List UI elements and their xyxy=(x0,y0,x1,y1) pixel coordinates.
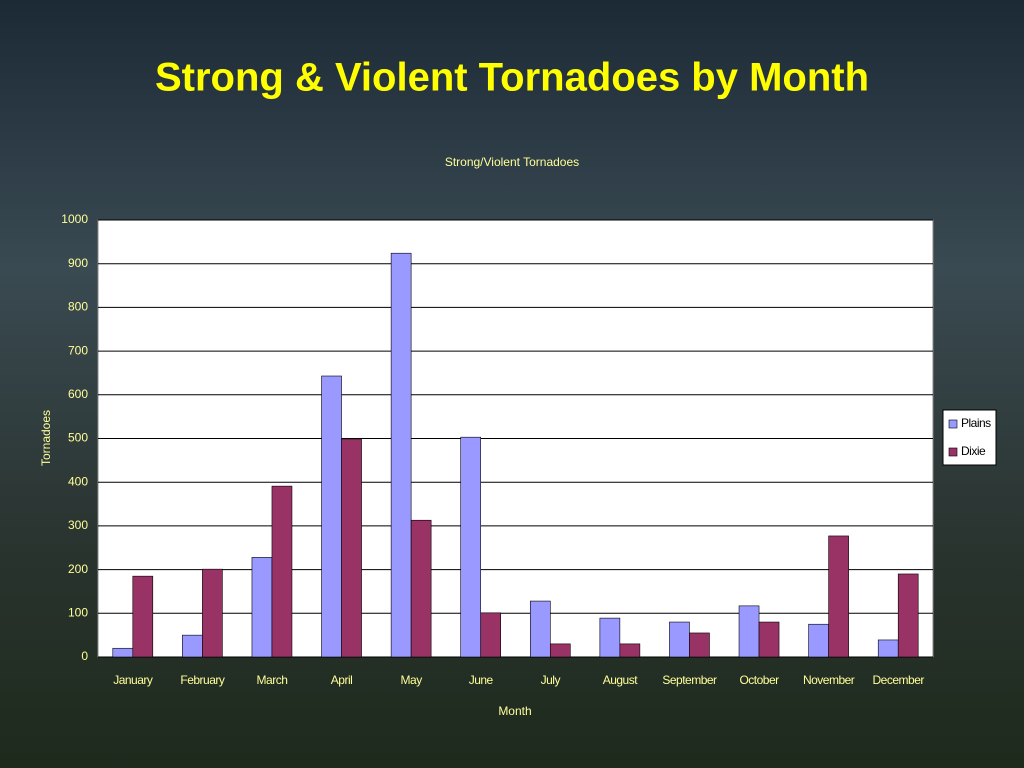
bar xyxy=(132,575,154,658)
bar xyxy=(182,634,203,658)
y-tick-label: 100 xyxy=(68,605,88,619)
chart-title: Strong/Violent Tornadoes xyxy=(445,155,579,169)
y-tick-label: 400 xyxy=(68,474,88,488)
y-tick-label: 700 xyxy=(68,343,88,357)
x-tick-label: January xyxy=(113,673,153,687)
y-tick-label: 800 xyxy=(68,300,88,314)
bar xyxy=(549,643,571,658)
bar xyxy=(877,639,899,658)
bar xyxy=(529,600,551,658)
bar xyxy=(758,621,780,658)
x-tick-label: December xyxy=(873,673,925,687)
bar xyxy=(251,557,273,658)
bar xyxy=(410,519,432,658)
x-tick-label: February xyxy=(180,673,225,687)
x-tick-label: September xyxy=(662,673,717,687)
y-tick-label: 0 xyxy=(81,649,88,663)
bar xyxy=(808,623,829,658)
bar xyxy=(619,643,641,658)
bar xyxy=(321,375,342,658)
bar xyxy=(669,621,690,658)
bar xyxy=(202,568,223,658)
y-tick-label: 300 xyxy=(68,518,88,532)
legend-swatch xyxy=(948,447,958,457)
x-tick-label: July xyxy=(541,673,561,687)
bar xyxy=(341,438,362,658)
x-tick-label: October xyxy=(739,673,779,687)
legend-label: Plains xyxy=(961,416,991,430)
bar xyxy=(460,436,482,658)
y-tick-label: 900 xyxy=(68,256,88,270)
y-tick-label: 200 xyxy=(68,562,88,576)
bar xyxy=(599,617,621,658)
x-tick-label: August xyxy=(603,673,639,687)
legend-label: Dixie xyxy=(961,444,986,458)
x-axis-label: Month xyxy=(498,704,531,718)
bar xyxy=(738,605,760,658)
legend-swatch xyxy=(948,419,958,429)
bar xyxy=(271,485,293,658)
x-tick-label: November xyxy=(803,673,855,687)
y-axis-label: Tornadoes xyxy=(39,410,53,466)
x-tick-label: June xyxy=(469,673,494,687)
bar xyxy=(112,647,134,658)
bar xyxy=(480,612,502,658)
x-tick-label: March xyxy=(257,673,288,687)
y-tick-label: 1000 xyxy=(61,212,88,226)
slide-title: Strong & Violent Tornadoes by Month xyxy=(155,56,869,100)
y-tick-label: 600 xyxy=(68,387,88,401)
bar xyxy=(689,632,710,658)
bar xyxy=(390,252,412,658)
bar xyxy=(897,573,919,658)
x-tick-label: April xyxy=(331,673,353,687)
x-tick-label: May xyxy=(401,673,423,687)
bar xyxy=(828,535,849,658)
y-tick-label: 500 xyxy=(68,431,88,445)
